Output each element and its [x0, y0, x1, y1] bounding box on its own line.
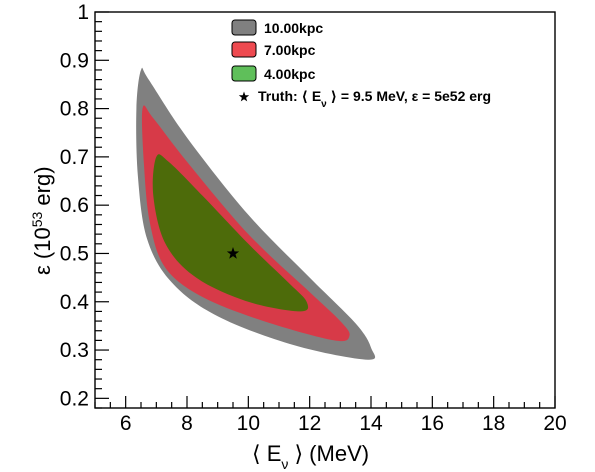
- y-axis-ticks: 0.2 0.3 0.4 0.5 0.6 0.7 0.8 0.9 1: [60, 1, 109, 410]
- legend-label-4kpc: 4.00kpc: [264, 66, 316, 82]
- y-tick-label: 0.9: [60, 49, 89, 72]
- y-tick-label: 0.4: [60, 291, 90, 314]
- y-axis-title: ε (1053 erg): [29, 166, 55, 275]
- legend-label-truth: Truth: ⟨ Eν ⟩ = 9.5 MeV, ε = 5e52 erg: [258, 88, 491, 110]
- legend-label-10kpc: 10.00kpc: [264, 20, 323, 36]
- x-tick-label: 6: [120, 412, 132, 435]
- x-tick-label: 18: [482, 412, 505, 435]
- y-tick-label: 0.3: [60, 339, 89, 362]
- y-tick-label: 0.2: [60, 387, 89, 410]
- legend-star-icon: [238, 91, 250, 102]
- x-tick-label: 10: [237, 412, 260, 435]
- legend-swatch-7kpc: [231, 41, 257, 58]
- truth-star: [226, 247, 240, 259]
- x-axis-ticks: 6 8 10 12 14 16 18 20: [94, 396, 567, 435]
- y-tick-label: 0.8: [60, 98, 89, 121]
- x-tick-label: 14: [359, 412, 383, 435]
- x-tick-label: 20: [543, 412, 566, 435]
- y-tick-label: 0.6: [60, 194, 89, 217]
- y-tick-label: 0.5: [60, 242, 89, 265]
- legend: 10.00kpc 7.00kpc 4.00kpc Truth: ⟨ Eν ⟩ =…: [231, 19, 491, 110]
- legend-swatch-4kpc: [231, 65, 257, 82]
- x-tick-label: 8: [181, 412, 193, 435]
- contour-region-700kpc: [141, 105, 350, 342]
- legend-label-7kpc: 7.00kpc: [264, 42, 316, 58]
- truth-marker: [226, 247, 240, 259]
- contour-region-400kpc: [152, 154, 309, 312]
- x-tick-label: 16: [421, 412, 444, 435]
- y-tick-label: 1: [77, 1, 89, 24]
- y-tick-label: 0.7: [60, 146, 89, 169]
- contour-regions: [136, 67, 376, 360]
- legend-swatch-10kpc: [231, 19, 257, 36]
- x-tick-label: 12: [298, 412, 321, 435]
- x-axis-title: ⟨ Eν ⟩ (MeV): [252, 441, 369, 472]
